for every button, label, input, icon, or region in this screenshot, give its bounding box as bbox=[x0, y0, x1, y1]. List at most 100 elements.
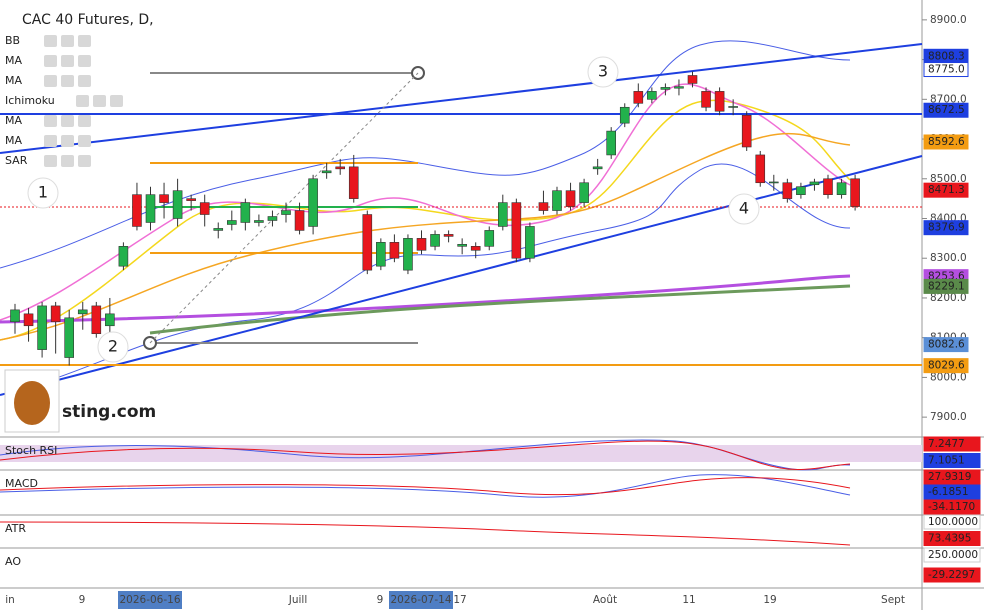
candle-body bbox=[105, 313, 115, 327]
indicator-button bbox=[44, 155, 57, 167]
candle-body bbox=[714, 91, 725, 112]
price-badge-label: 8376.9 bbox=[928, 222, 965, 234]
candle-body bbox=[823, 178, 833, 195]
candle-body bbox=[674, 86, 684, 89]
indicator-button bbox=[78, 75, 91, 87]
candle-body bbox=[660, 87, 671, 90]
pane-badge bbox=[923, 531, 981, 546]
pane-badge-label: 27.9319 bbox=[928, 471, 971, 483]
candle-body bbox=[321, 170, 332, 174]
candle-body bbox=[728, 106, 738, 108]
price-badge-label: 8229.1 bbox=[928, 280, 965, 292]
candle-body bbox=[796, 186, 806, 195]
pane-badge-label: 250.0000 bbox=[928, 549, 978, 561]
indicator-button bbox=[78, 55, 91, 67]
indicator-button bbox=[61, 135, 74, 147]
indicator-button bbox=[110, 95, 123, 107]
candle-body bbox=[240, 202, 251, 223]
pane-badge-label: -29.2297 bbox=[928, 569, 975, 581]
pane-badge bbox=[923, 514, 981, 530]
candle-body bbox=[701, 91, 711, 108]
pane-badge bbox=[923, 499, 981, 515]
candle-body bbox=[294, 210, 305, 231]
indicator-name: MA bbox=[5, 74, 22, 87]
candle-body bbox=[376, 242, 386, 267]
candle-body bbox=[362, 214, 373, 271]
x-tick-label: 9 bbox=[377, 594, 384, 606]
indicator-button bbox=[76, 95, 89, 107]
candle-body bbox=[159, 194, 169, 203]
indicator-button bbox=[78, 115, 91, 127]
price-badge bbox=[923, 182, 969, 198]
candle-body bbox=[213, 228, 224, 231]
indicator-name: BB bbox=[5, 34, 20, 47]
logo: sting.com bbox=[4, 369, 156, 433]
annotation-label: 3 bbox=[598, 62, 608, 81]
pane-badge bbox=[923, 436, 981, 452]
y-tick-label: 7900.0 bbox=[930, 411, 967, 423]
annotation-circle bbox=[97, 331, 129, 363]
indicator-button bbox=[61, 115, 74, 127]
candle-body bbox=[592, 166, 603, 170]
price-badge-label: 8029.6 bbox=[928, 360, 965, 372]
pane-badge bbox=[923, 547, 981, 563]
price-badge bbox=[923, 62, 969, 78]
candle-body bbox=[470, 246, 481, 251]
candle-body bbox=[403, 238, 413, 271]
candle-body bbox=[335, 166, 346, 170]
indicator-button bbox=[44, 35, 57, 47]
x-tick-label: Août bbox=[593, 594, 617, 606]
price-badge-label: 8592.6 bbox=[928, 136, 965, 148]
y-tick-label: 8200.0 bbox=[930, 292, 967, 304]
price-badge-label: 8808.3 bbox=[928, 50, 965, 62]
x-tick-label: 17 bbox=[453, 594, 466, 606]
x-tick-label: 19 bbox=[763, 594, 776, 606]
x-tick-label: in bbox=[5, 594, 15, 606]
x-tick-label: 2026-07-14 bbox=[390, 594, 451, 606]
indicator-button bbox=[44, 55, 57, 67]
pane-badge-label: 7.1051 bbox=[928, 455, 965, 467]
pane-badge bbox=[923, 469, 981, 485]
candle-body bbox=[552, 190, 562, 211]
price-badge bbox=[923, 220, 969, 236]
candle-body bbox=[579, 182, 589, 203]
candle-body bbox=[457, 244, 467, 247]
price-badge-label: 8471.3 bbox=[928, 184, 965, 196]
candle-body bbox=[254, 220, 264, 223]
indicator-name: MA bbox=[5, 114, 22, 127]
indicator-button bbox=[61, 55, 74, 67]
pane-name: Stoch RSI bbox=[5, 444, 57, 457]
annotation-label: 2 bbox=[108, 337, 118, 356]
candle-body bbox=[511, 202, 522, 259]
x-tick-label: Sept bbox=[881, 594, 905, 606]
candle-body bbox=[37, 305, 47, 350]
price-badge bbox=[923, 337, 969, 353]
indicator-button bbox=[44, 135, 57, 147]
pane-badge bbox=[923, 567, 981, 583]
pane-badge-label: 7.2477 bbox=[928, 438, 965, 450]
candle-body bbox=[77, 309, 88, 315]
candle-body bbox=[199, 202, 210, 215]
indicator-button bbox=[61, 155, 74, 167]
candle-body bbox=[687, 75, 698, 84]
annotation-label: 4 bbox=[739, 199, 749, 218]
y-tick-label: 8500.0 bbox=[930, 173, 967, 185]
pane-badge bbox=[923, 484, 981, 500]
candle-body bbox=[782, 182, 793, 199]
candle-body bbox=[850, 178, 860, 207]
price-badge bbox=[923, 358, 969, 374]
candle-body bbox=[768, 181, 779, 184]
x-tick-label: 11 bbox=[682, 594, 695, 606]
indicator-name: SAR bbox=[5, 154, 28, 167]
pane-labels: Stoch RSI MACD ATR AO bbox=[5, 444, 57, 568]
pane-badge bbox=[923, 453, 981, 468]
candle-body bbox=[443, 234, 454, 237]
candle-body bbox=[741, 114, 752, 148]
x-tick-label: 9 bbox=[79, 594, 86, 606]
pane-badge-label: 73.4395 bbox=[928, 533, 971, 545]
pane-badge-label: 100.0000 bbox=[928, 516, 978, 528]
candle-body bbox=[145, 194, 156, 223]
